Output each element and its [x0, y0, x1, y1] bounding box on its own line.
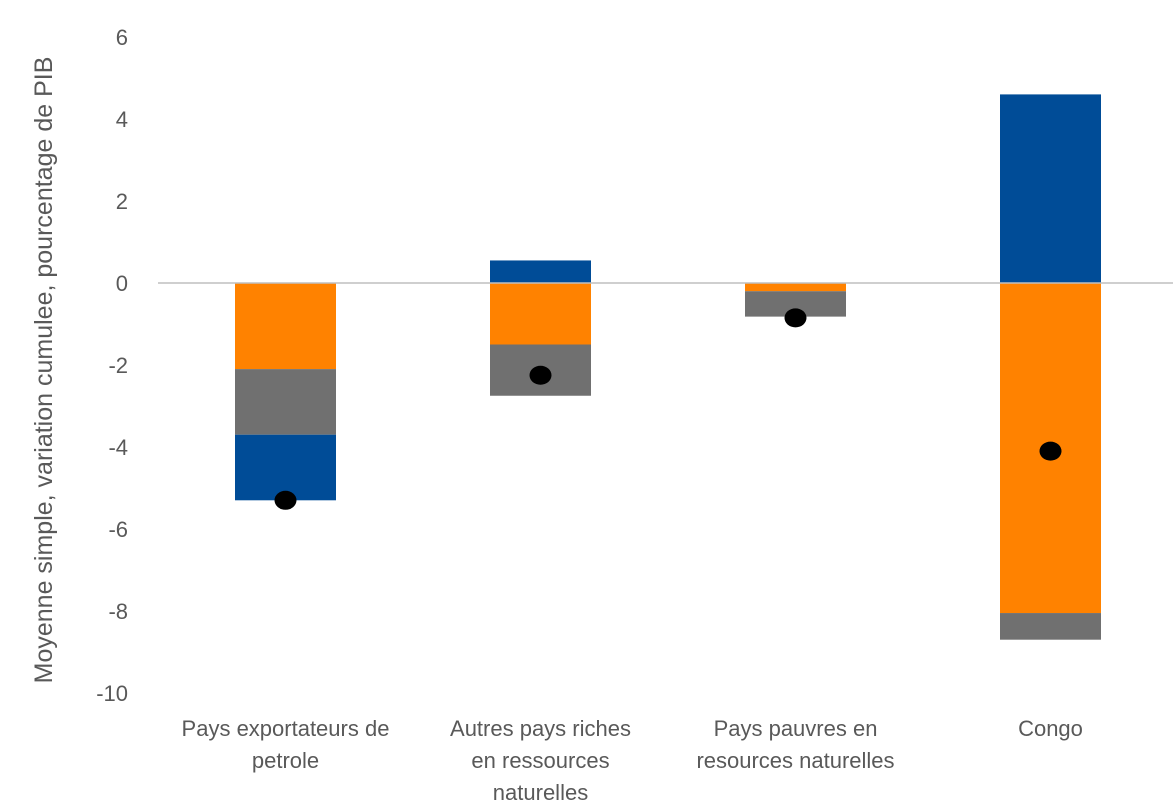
y-axis-label: Moyenne simple, variation cumulee, pourc… [30, 57, 58, 684]
bar-segment [745, 283, 846, 292]
total-marker [274, 490, 297, 510]
bar-segment [1000, 613, 1101, 640]
y-tick-label: -4 [108, 435, 128, 460]
bar-segment [1000, 94, 1101, 284]
y-tick-label: -10 [96, 681, 128, 706]
category-label: resources naturelles [696, 748, 894, 773]
category-label: naturelles [493, 780, 588, 805]
y-tick-label: -2 [108, 353, 128, 378]
bar-segment [490, 283, 591, 345]
y-tick-label: 2 [116, 189, 128, 214]
bar-segment [490, 260, 591, 283]
total-marker [529, 365, 552, 385]
category-label: Pays exportateurs de [182, 716, 390, 741]
bar-segment [235, 283, 336, 370]
category-label: Autres pays riches [450, 716, 631, 741]
bar-segments [235, 94, 1101, 640]
category-label: petrole [252, 748, 319, 773]
category-label: Congo [1018, 716, 1083, 741]
y-tick-label: 6 [116, 25, 128, 50]
y-tick-label: 4 [116, 107, 128, 132]
bar-segment [235, 434, 336, 501]
y-tick-label: -6 [108, 517, 128, 542]
bar-segment [235, 369, 336, 435]
category-label: en ressources [471, 748, 609, 773]
category-label: Pays pauvres en [714, 716, 878, 741]
y-tick-label: -8 [108, 599, 128, 624]
x-axis-labels: Pays exportateurs de petrole Autres pays r… [182, 716, 1083, 805]
total-marker [784, 308, 807, 328]
y-axis-ticks: 6 4 2 0 -2 -4 -6 -8 -10 [96, 25, 128, 706]
total-markers [274, 308, 1062, 510]
total-marker [1039, 441, 1062, 461]
y-tick-label: 0 [116, 271, 128, 296]
